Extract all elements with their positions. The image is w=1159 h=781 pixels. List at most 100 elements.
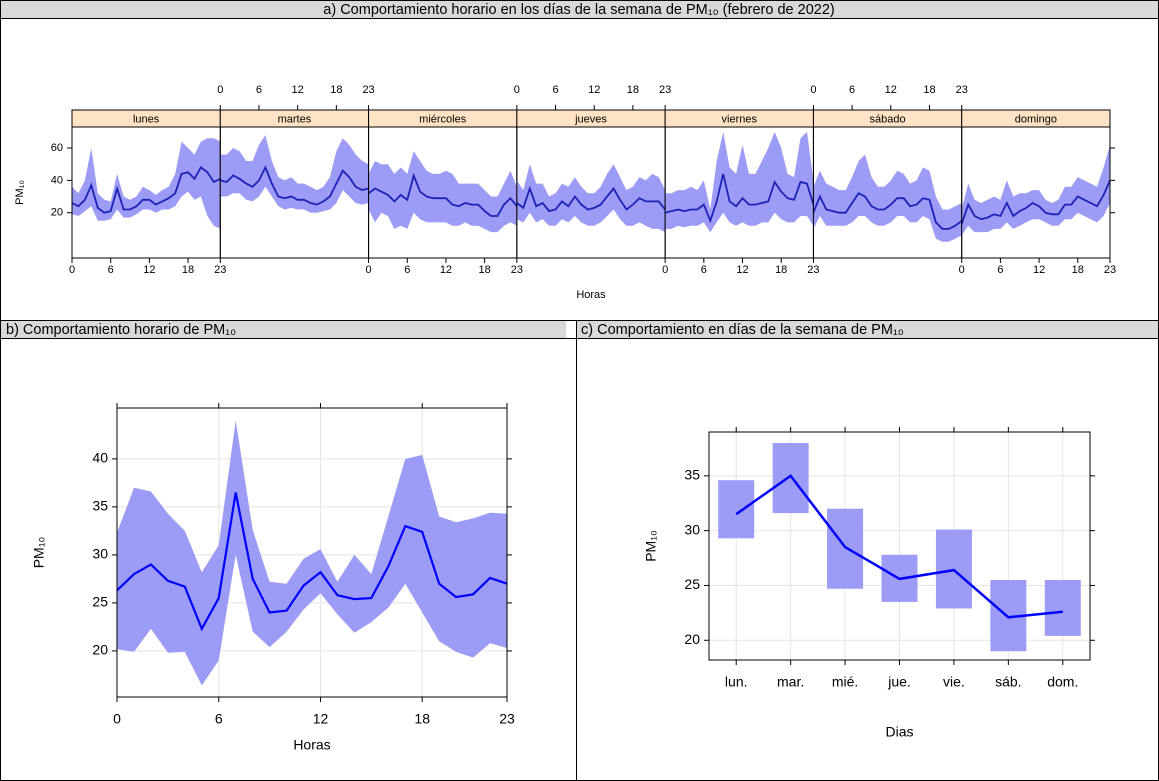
band <box>813 154 962 242</box>
x-tick-label: 23 <box>499 711 515 727</box>
x-tick-label: 0 <box>69 264 75 276</box>
range-box <box>827 508 864 589</box>
x-axis-label: Horas <box>576 289 606 301</box>
band <box>961 144 1110 236</box>
x-tick-label: 23 <box>1104 264 1116 276</box>
y-axis-label: PM₁₀ <box>643 530 659 562</box>
line <box>368 172 518 217</box>
x-tick-label: 0 <box>366 264 372 276</box>
x-tick-label: 18 <box>414 711 430 727</box>
x-tick-label: 0 <box>514 84 520 96</box>
x-tick-label: 0 <box>113 711 121 727</box>
x-tick-label: 0 <box>217 84 223 96</box>
line <box>960 180 1111 225</box>
range-box <box>772 442 809 514</box>
x-tick-label: 12 <box>440 264 452 276</box>
x-tick-label: 0 <box>662 264 668 276</box>
y-tick-label: 25 <box>684 576 700 592</box>
x-tick-label: jue. <box>887 674 911 690</box>
x-tick-label: sáb. <box>995 674 1021 690</box>
x-tick-label: 18 <box>627 84 639 96</box>
x-tick-label: mié. <box>832 674 858 690</box>
band <box>368 151 517 233</box>
y-tick-label: 40 <box>92 450 108 466</box>
strip-label: viernes <box>722 113 758 125</box>
line <box>735 474 1063 619</box>
line <box>116 492 508 632</box>
line <box>812 192 963 230</box>
line <box>664 173 815 224</box>
x-tick-label: 6 <box>849 84 855 96</box>
band <box>665 131 814 233</box>
x-tick-label: 12 <box>588 84 600 96</box>
x-tick-label: 6 <box>215 711 223 727</box>
x-tick-label: mar. <box>777 674 804 690</box>
x-tick-label: 18 <box>182 264 194 276</box>
y-tick-label: 60 <box>51 142 63 154</box>
chart-b: 0 6 12 18 23 20 25 30 35 40 Horas PM₁₀ <box>31 403 515 753</box>
header-a <box>0 0 1159 18</box>
header-c <box>576 320 1159 338</box>
range-box <box>1044 579 1081 636</box>
y-tick-label: 30 <box>92 546 108 562</box>
x-tick-label: 18 <box>330 84 342 96</box>
x-tick-label: 12 <box>885 84 897 96</box>
x-tick-label: 0 <box>959 264 965 276</box>
x-tick-label: 6 <box>552 84 558 96</box>
x-tick-label: lun. <box>725 674 748 690</box>
x-tick-label: 6 <box>404 264 410 276</box>
x-axis-label: Dias <box>885 724 913 740</box>
x-tick-label: vie. <box>943 674 965 690</box>
y-tick-label: 20 <box>684 631 700 647</box>
x-axis-label: Horas <box>293 737 330 753</box>
title-b: b) Comportamiento horario de PM₁₀ <box>6 322 236 338</box>
x-tick-label: 12 <box>143 264 155 276</box>
strip-label: sábado <box>870 113 906 125</box>
x-tick-label: 6 <box>256 84 262 96</box>
line <box>516 185 666 213</box>
x-tick-label: 12 <box>1033 264 1045 276</box>
range-box <box>718 480 755 539</box>
x-tick-label: 18 <box>478 264 490 276</box>
y-axis-label: PM₁₀ <box>14 180 26 205</box>
x-tick-label: 23 <box>511 264 523 276</box>
band <box>516 164 666 233</box>
header-b <box>0 320 566 338</box>
strip-label: martes <box>278 113 312 125</box>
y-tick-label: 25 <box>92 594 108 610</box>
x-tick-label: 6 <box>701 264 707 276</box>
x-tick-label: 23 <box>956 84 968 96</box>
band <box>117 420 507 686</box>
x-tick-label: 6 <box>997 264 1003 276</box>
x-tick-label: 23 <box>214 264 226 276</box>
y-tick-label: 40 <box>51 174 63 186</box>
title-c: c) Comportamiento en días de la semana d… <box>581 322 904 338</box>
y-tick-label: 35 <box>92 498 108 514</box>
x-tick-label: 12 <box>736 264 748 276</box>
y-tick-label: 20 <box>51 207 63 219</box>
x-tick-label: 6 <box>108 264 114 276</box>
x-tick-label: dom. <box>1047 674 1078 690</box>
plot-frame <box>116 407 508 698</box>
y-tick-label: 30 <box>684 521 700 537</box>
y-tick-label: 35 <box>684 467 700 483</box>
x-tick-label: 23 <box>807 264 819 276</box>
x-tick-label: 12 <box>313 711 329 727</box>
title-a: a) Comportamiento horario en los días de… <box>323 2 834 18</box>
y-tick-label: 20 <box>92 642 108 658</box>
x-tick-label: 18 <box>1072 264 1084 276</box>
strip-label: domingo <box>1015 113 1057 125</box>
panel-frame <box>961 126 1111 259</box>
x-tick-label: 23 <box>659 84 671 96</box>
x-tick-label: 12 <box>292 84 304 96</box>
strip-label: jueves <box>574 113 607 125</box>
x-tick-label: 0 <box>810 84 816 96</box>
x-tick-label: 18 <box>923 84 935 96</box>
x-tick-label: 23 <box>362 84 374 96</box>
line <box>71 166 221 214</box>
x-tick-label: 18 <box>775 264 787 276</box>
chart-c: lun. mar. mié. jue. vie. sáb. dom. 20 25 30 35 Dias… <box>643 427 1095 740</box>
band <box>72 138 221 229</box>
